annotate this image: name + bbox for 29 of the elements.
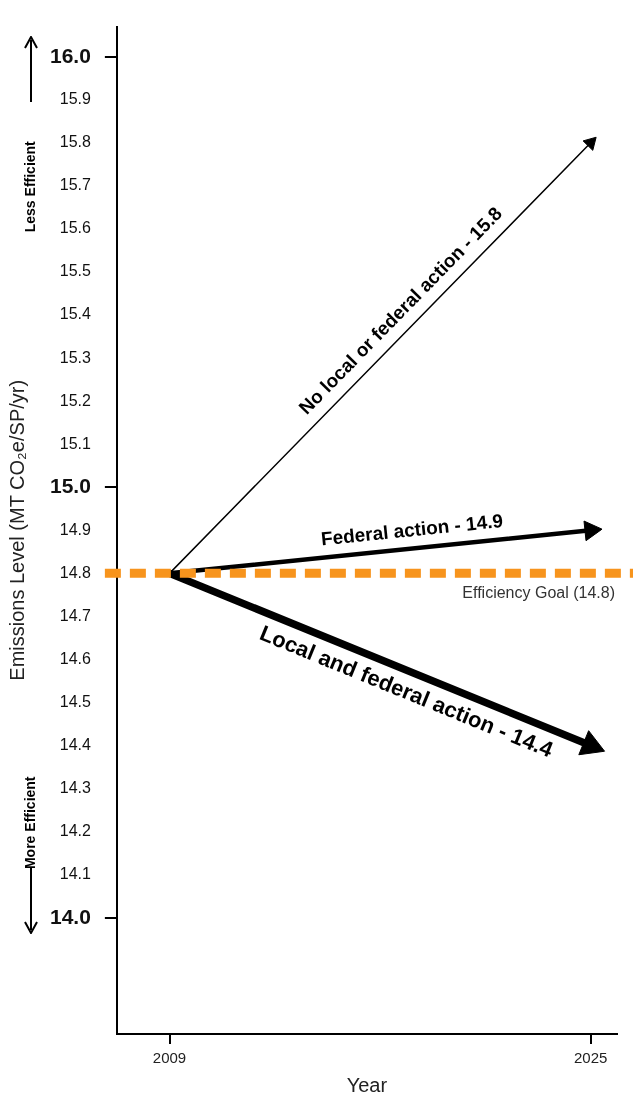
y-tick-label: 15.3 — [59, 348, 91, 366]
y-tick-label: 15.1 — [59, 434, 91, 452]
text: Federal action - 14.9 — [319, 509, 504, 550]
y-tick-label: 14.2 — [59, 822, 91, 840]
y-tick-label: 15.2 — [59, 391, 91, 409]
y-tick-label: 16.0 — [50, 43, 91, 67]
y-tick-label: 14.9 — [59, 520, 91, 538]
x-tick-label: 2009 — [152, 1049, 187, 1067]
y-tick-label: 14.0 — [50, 904, 91, 928]
y-tick-label: 14.6 — [59, 649, 91, 667]
y-tick-label: 15.9 — [59, 90, 91, 108]
x-tick-label: 2025 — [573, 1049, 608, 1067]
y-tick-label: 14.1 — [59, 865, 91, 883]
y-tick-label: 15.0 — [50, 474, 91, 498]
x-axis-title: Year — [346, 1073, 388, 1096]
y-tick-label: 15.7 — [59, 176, 91, 194]
y-tick-label: 14.4 — [59, 735, 91, 753]
y-tick-label: 15.5 — [59, 262, 91, 280]
y-tick-label: 14.7 — [59, 606, 91, 624]
y-tick-label: 15.4 — [59, 305, 91, 323]
y-tick-label: 15.8 — [59, 133, 91, 151]
ref-line-label: Efficiency Goal (14.8) — [462, 583, 615, 601]
y-tick-label: 14.5 — [59, 692, 91, 710]
text: More Efficient — [21, 776, 38, 870]
y-tick-label: 14.8 — [59, 563, 91, 581]
y-tick-label: 15.6 — [59, 219, 91, 237]
y-tick-label: 14.3 — [59, 779, 91, 797]
text: Less Efficient — [21, 140, 38, 233]
y-axis-title: Emissions Level (MT CO₂e/SP/yr) — [5, 379, 28, 681]
